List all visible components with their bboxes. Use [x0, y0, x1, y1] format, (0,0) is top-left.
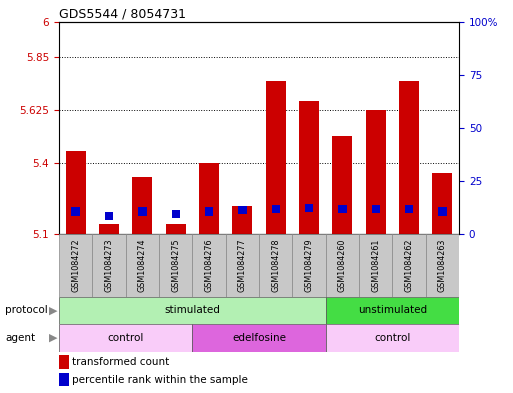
Bar: [305, 204, 313, 212]
Bar: [432, 173, 452, 234]
Bar: [426, 234, 459, 297]
Bar: [271, 205, 280, 213]
Bar: [59, 234, 92, 297]
Text: percentile rank within the sample: percentile rank within the sample: [72, 375, 247, 385]
Bar: [59, 355, 69, 369]
Text: GSM1084278: GSM1084278: [271, 239, 280, 292]
Bar: [259, 234, 292, 297]
Text: GSM1084273: GSM1084273: [105, 239, 113, 292]
Bar: [192, 234, 226, 297]
Text: GSM1084263: GSM1084263: [438, 239, 447, 292]
Bar: [366, 110, 386, 234]
Bar: [232, 206, 252, 234]
Text: control: control: [374, 333, 410, 343]
Bar: [338, 205, 347, 213]
Bar: [126, 234, 159, 297]
Bar: [66, 151, 86, 234]
Text: agent: agent: [5, 333, 35, 343]
Bar: [266, 81, 286, 234]
Text: GSM1084272: GSM1084272: [71, 239, 80, 292]
Bar: [71, 207, 80, 215]
Text: control: control: [108, 333, 144, 343]
Bar: [359, 234, 392, 297]
Text: GSM1084261: GSM1084261: [371, 239, 380, 292]
Bar: [59, 297, 326, 324]
Text: stimulated: stimulated: [165, 305, 220, 316]
Text: ▶: ▶: [49, 333, 57, 343]
Bar: [192, 324, 326, 352]
Text: edelfosine: edelfosine: [232, 333, 286, 343]
Bar: [326, 324, 459, 352]
Bar: [171, 209, 180, 218]
Bar: [166, 224, 186, 234]
Text: transformed count: transformed count: [72, 357, 169, 367]
Bar: [92, 234, 126, 297]
Bar: [59, 373, 69, 386]
Text: GSM1084279: GSM1084279: [305, 239, 313, 292]
Bar: [159, 234, 192, 297]
Bar: [132, 177, 152, 234]
Text: GSM1084277: GSM1084277: [238, 239, 247, 292]
Text: unstimulated: unstimulated: [358, 305, 427, 316]
Bar: [138, 207, 147, 215]
Bar: [105, 212, 113, 220]
Bar: [332, 136, 352, 234]
Bar: [238, 206, 247, 214]
Text: protocol: protocol: [5, 305, 48, 316]
Bar: [205, 207, 213, 215]
Text: GSM1084260: GSM1084260: [338, 239, 347, 292]
Text: GSM1084276: GSM1084276: [205, 239, 213, 292]
Bar: [399, 81, 419, 234]
Text: GSM1084262: GSM1084262: [405, 239, 413, 292]
Bar: [226, 234, 259, 297]
Bar: [405, 205, 413, 213]
Bar: [59, 324, 192, 352]
Text: GSM1084274: GSM1084274: [138, 239, 147, 292]
Bar: [299, 101, 319, 234]
Bar: [99, 224, 119, 234]
Bar: [392, 234, 426, 297]
Bar: [326, 297, 459, 324]
Text: ▶: ▶: [49, 305, 57, 316]
Bar: [438, 207, 447, 215]
Bar: [292, 234, 326, 297]
Text: GDS5544 / 8054731: GDS5544 / 8054731: [59, 7, 186, 20]
Text: GSM1084275: GSM1084275: [171, 239, 180, 292]
Bar: [326, 234, 359, 297]
Bar: [199, 163, 219, 234]
Bar: [371, 205, 380, 213]
